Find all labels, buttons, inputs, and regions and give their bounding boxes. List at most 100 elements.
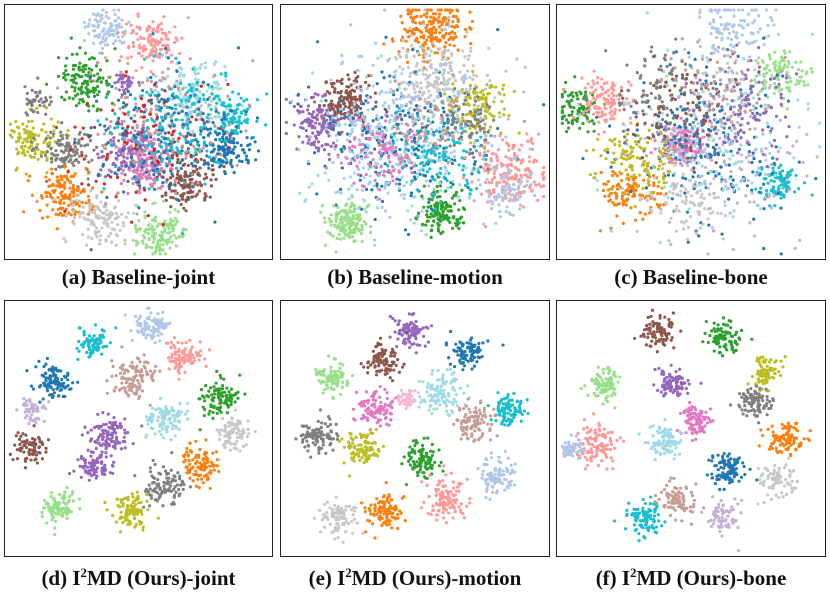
point xyxy=(255,98,259,102)
point xyxy=(348,227,352,231)
point xyxy=(444,169,449,173)
point xyxy=(229,117,233,121)
point xyxy=(391,179,395,183)
point xyxy=(77,204,82,208)
point xyxy=(298,110,302,114)
point xyxy=(221,135,225,139)
point xyxy=(517,131,521,135)
point xyxy=(108,124,112,129)
point xyxy=(468,110,472,114)
point xyxy=(191,169,195,173)
point xyxy=(340,107,344,111)
point xyxy=(114,23,119,28)
point xyxy=(186,190,190,195)
point xyxy=(426,80,430,84)
point xyxy=(165,164,169,168)
point xyxy=(124,215,128,219)
point xyxy=(159,140,163,144)
point xyxy=(156,90,160,95)
point xyxy=(358,142,362,147)
point xyxy=(152,137,156,142)
point xyxy=(198,97,202,101)
point xyxy=(181,106,185,110)
point xyxy=(12,129,16,133)
point xyxy=(208,143,212,147)
point xyxy=(406,123,410,127)
point xyxy=(151,59,155,63)
point xyxy=(104,128,108,132)
point xyxy=(467,53,471,58)
point xyxy=(439,62,443,66)
point xyxy=(210,163,215,168)
point xyxy=(449,104,454,108)
point xyxy=(472,141,477,145)
point xyxy=(98,208,102,213)
point xyxy=(51,189,55,193)
point xyxy=(336,190,340,194)
point xyxy=(154,104,158,108)
caption-a: (a) Baseline-joint xyxy=(4,265,273,290)
point xyxy=(432,85,436,89)
point xyxy=(439,219,443,223)
point xyxy=(509,158,513,162)
point xyxy=(63,209,67,213)
point xyxy=(433,203,437,207)
point xyxy=(296,93,300,97)
point xyxy=(36,76,40,80)
point xyxy=(378,188,382,192)
point xyxy=(136,228,140,232)
point xyxy=(160,115,164,119)
point xyxy=(399,93,403,97)
point xyxy=(497,91,501,95)
point xyxy=(536,198,540,202)
point xyxy=(424,77,428,81)
point xyxy=(296,102,300,106)
point xyxy=(484,164,488,168)
point xyxy=(120,80,124,84)
point xyxy=(314,136,319,141)
point xyxy=(384,128,388,132)
point xyxy=(495,184,499,188)
point xyxy=(423,54,427,58)
point xyxy=(328,232,333,236)
point xyxy=(335,115,339,119)
point xyxy=(67,196,71,200)
point xyxy=(470,169,474,173)
point xyxy=(100,13,104,17)
point xyxy=(57,213,61,217)
point xyxy=(106,141,110,145)
point xyxy=(160,236,164,240)
point xyxy=(360,54,364,58)
point xyxy=(176,157,180,162)
point xyxy=(304,98,309,102)
point xyxy=(367,137,372,141)
point xyxy=(179,178,184,183)
point xyxy=(169,60,173,64)
point xyxy=(91,12,96,16)
point xyxy=(473,114,477,118)
point xyxy=(352,210,356,214)
point xyxy=(410,204,414,208)
point xyxy=(210,92,214,96)
point xyxy=(330,99,334,103)
point xyxy=(137,164,141,168)
point xyxy=(443,27,448,32)
point xyxy=(464,113,468,117)
point xyxy=(306,141,310,145)
point xyxy=(427,20,431,24)
point xyxy=(131,181,135,186)
point xyxy=(202,159,206,163)
point xyxy=(471,73,476,77)
point xyxy=(445,8,449,12)
point xyxy=(529,137,534,141)
point xyxy=(80,189,84,193)
point xyxy=(450,87,454,92)
point xyxy=(214,60,218,64)
point xyxy=(383,162,387,166)
point xyxy=(449,97,454,101)
point xyxy=(77,138,81,142)
point xyxy=(347,197,351,201)
point xyxy=(353,154,357,158)
point xyxy=(214,177,218,182)
point xyxy=(501,186,505,190)
